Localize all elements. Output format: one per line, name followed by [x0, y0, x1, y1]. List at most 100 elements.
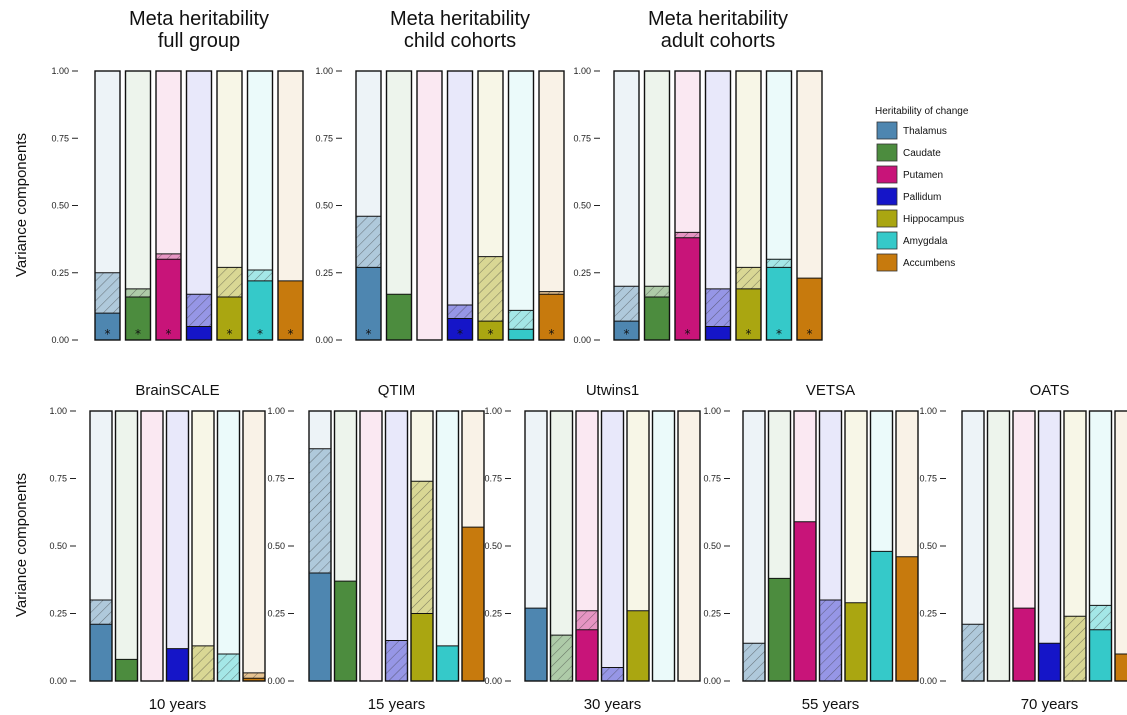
legend-swatch: [876, 143, 898, 162]
y-tick-label: 1.00: [315, 66, 333, 76]
bar-thalamus: [308, 410, 332, 682]
bar-segment-shared-hatch: [766, 259, 792, 268]
y-tick-label: 0.00: [484, 676, 502, 686]
bar-outline: [477, 70, 504, 341]
bar-putamen: [575, 410, 599, 682]
panel-age-label: 70 years: [1021, 696, 1079, 713]
bar-segment-shared-hatch: [705, 288, 731, 327]
bar-pallidum: [384, 410, 409, 682]
bar-segment-heritability: [156, 259, 181, 340]
bar-putamen: *: [155, 70, 182, 341]
bar-hippocampus: [844, 410, 868, 682]
bar-hippocampus: *: [477, 70, 504, 341]
bar-amygdala: [651, 410, 676, 682]
panel-title-line: child cohorts: [404, 30, 516, 52]
bar-segment-heritability: [1013, 608, 1035, 681]
panel-6: Utwins1 0.00 0.25 0.50 0.75 1.00 30 years: [484, 382, 701, 713]
y-tick-label: 0.50: [315, 201, 333, 211]
bar-segment-heritability: [845, 602, 867, 681]
bar-segment-unique: [217, 411, 240, 681]
bar-putamen: *: [674, 70, 701, 341]
bar-outline: [242, 410, 266, 682]
y-tick-label: 0.75: [51, 133, 69, 143]
bar-segment-unique: [987, 411, 1010, 681]
legend-item-caudate: Caudate: [876, 143, 941, 162]
bar-segment-shared-hatch: [411, 481, 433, 614]
bar-outline: [651, 410, 676, 682]
bar-segment-heritability: [539, 294, 564, 340]
y-tick-label: 0.25: [703, 609, 721, 619]
bar-segment-unique: [962, 411, 984, 681]
bar-outline: [600, 410, 625, 682]
bar-segment-heritability: [1115, 654, 1127, 681]
y-tick-label: 0.00: [267, 676, 285, 686]
panel-title-line: Meta heritability: [129, 8, 269, 30]
bar-pallidum: *: [446, 70, 474, 341]
bar-segment-unique: [601, 411, 624, 681]
y-tick-label: 0.75: [919, 474, 937, 484]
panel-title-line: VETSA: [806, 382, 855, 399]
bar-accumbens: [677, 410, 701, 682]
bar-outline: [895, 410, 919, 682]
bar-segment-unique: [1115, 411, 1127, 681]
bar-segment-heritability: [247, 280, 273, 340]
bar-segment-heritability: [243, 678, 265, 681]
bar-outline: [1063, 410, 1087, 682]
y-tick-label: 0.75: [49, 474, 67, 484]
bar-segment-heritability: [186, 326, 212, 340]
bar-putamen: [793, 410, 817, 682]
bar-segment-heritability: [278, 280, 303, 340]
bar-hippocampus: [410, 410, 434, 682]
bar-segment-heritability: [95, 313, 120, 340]
bar-segment-shared-hatch: [356, 216, 381, 268]
panel-age-label: 10 years: [149, 696, 207, 713]
bar-accumbens: [461, 410, 485, 682]
significance-star: *: [776, 327, 782, 341]
bar-segment-shared-hatch: [743, 643, 765, 681]
y-axis-label-top: Variance components: [13, 133, 30, 277]
bar-amygdala: *: [765, 70, 793, 341]
bar-segment-unique: [141, 411, 163, 681]
bar-outline: [385, 70, 413, 341]
bar-pallidum: [818, 410, 843, 682]
bar-putamen: [359, 410, 383, 682]
y-tick-label: 0.00: [49, 676, 67, 686]
bar-putamen: [416, 70, 443, 341]
bar-caudate: [114, 410, 139, 682]
legend-item-putamen: Putamen: [876, 165, 943, 184]
panel-title-line: full group: [158, 30, 240, 52]
y-tick-label: 0.25: [315, 268, 333, 278]
y-tick-label: 1.00: [573, 66, 591, 76]
bar-segment-shared-hatch: [217, 267, 242, 297]
legend-item-hippocampus: Hippocampus: [876, 209, 964, 228]
bar-outline: [704, 70, 732, 341]
bar-segment-unique: [360, 411, 382, 681]
bar-outline: [89, 410, 113, 682]
bar-segment-shared-hatch: [962, 624, 984, 681]
bar-hippocampus: *: [216, 70, 243, 341]
significance-star: *: [166, 327, 172, 341]
bar-outline: [191, 410, 215, 682]
bar-segment-shared-hatch: [156, 253, 181, 260]
bar-outline: [410, 410, 434, 682]
bar-segment-unique: [652, 411, 675, 681]
significance-star: *: [807, 327, 813, 341]
bar-segment-unique: [243, 411, 265, 681]
legend-swatch: [876, 165, 898, 184]
bar-segment-shared-hatch: [1064, 616, 1086, 681]
bar-outline: [124, 70, 152, 341]
bar-amygdala: [869, 410, 894, 682]
panel-age-label: 30 years: [584, 696, 642, 713]
legend-swatch: [876, 253, 898, 272]
bar-accumbens: *: [277, 70, 304, 341]
bar-thalamus: [524, 410, 548, 682]
bar-segment-shared-hatch: [247, 270, 273, 281]
bar-segment-unique: [1038, 411, 1061, 681]
bar-segment-heritability: [525, 608, 547, 681]
y-tick-label: 0.75: [703, 474, 721, 484]
bar-segment-shared-hatch: [601, 667, 624, 681]
panel-7: VETSA 0.00 0.25 0.50 0.75 1.00 55 years: [703, 382, 919, 713]
bar-segment-heritability: [797, 278, 822, 340]
